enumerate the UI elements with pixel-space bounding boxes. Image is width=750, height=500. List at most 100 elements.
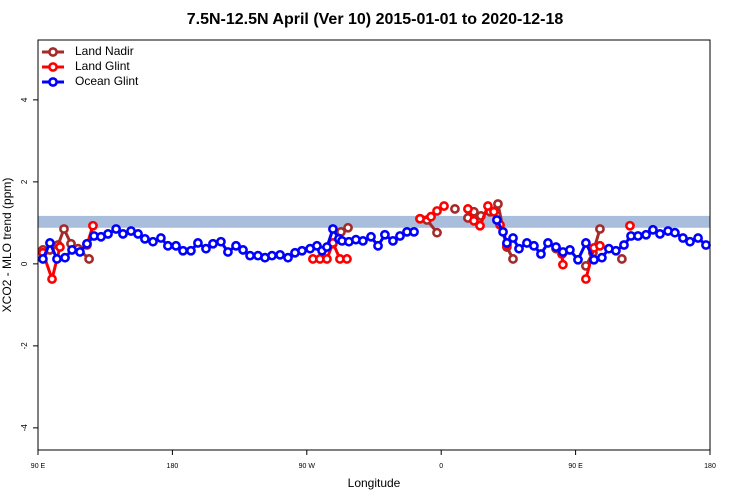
point bbox=[596, 252, 607, 263]
point bbox=[238, 245, 248, 255]
y-tick-label: -2 bbox=[20, 342, 29, 350]
point bbox=[469, 215, 479, 226]
point bbox=[193, 238, 203, 248]
point bbox=[55, 242, 65, 252]
legend-label: Land Nadir bbox=[75, 44, 134, 58]
point bbox=[82, 238, 92, 249]
point bbox=[655, 229, 665, 239]
point bbox=[409, 226, 419, 237]
point bbox=[543, 238, 553, 248]
point bbox=[625, 220, 635, 231]
point bbox=[52, 254, 62, 264]
point bbox=[208, 238, 218, 249]
point bbox=[565, 245, 575, 255]
legend-marker bbox=[48, 77, 58, 87]
point bbox=[103, 229, 113, 239]
x-tick-label: 180 bbox=[704, 463, 716, 470]
point bbox=[589, 254, 599, 265]
point bbox=[148, 236, 158, 247]
point bbox=[380, 229, 390, 240]
point bbox=[171, 240, 181, 251]
point bbox=[186, 245, 196, 256]
point bbox=[178, 245, 188, 256]
point bbox=[163, 240, 173, 251]
y-axis-label: XCO2 - MLO trend (ppm) bbox=[0, 178, 14, 313]
point bbox=[358, 235, 368, 246]
point bbox=[514, 243, 524, 254]
point bbox=[88, 220, 98, 231]
x-tick-label: 90 E bbox=[568, 463, 583, 470]
point bbox=[439, 201, 449, 211]
legend-marker bbox=[48, 62, 58, 72]
point bbox=[297, 245, 307, 256]
point bbox=[342, 254, 352, 264]
point bbox=[498, 226, 508, 237]
x-tick-label: 180 bbox=[167, 463, 179, 470]
point bbox=[415, 213, 425, 224]
point bbox=[450, 204, 460, 214]
point bbox=[648, 224, 658, 235]
point bbox=[322, 254, 332, 264]
point bbox=[395, 231, 405, 241]
point bbox=[328, 224, 338, 234]
point bbox=[508, 233, 518, 243]
point bbox=[373, 240, 383, 251]
point bbox=[118, 229, 128, 239]
point bbox=[38, 254, 48, 264]
point bbox=[275, 249, 285, 260]
point bbox=[366, 231, 376, 242]
point bbox=[156, 233, 166, 243]
point bbox=[492, 215, 502, 225]
point bbox=[508, 254, 518, 264]
point bbox=[536, 249, 546, 259]
x-tick-label: 90 E bbox=[31, 463, 46, 470]
point bbox=[45, 238, 55, 248]
point bbox=[611, 245, 621, 256]
point bbox=[581, 238, 591, 248]
point bbox=[463, 204, 473, 214]
legend-label: Ocean Glint bbox=[75, 74, 139, 88]
point bbox=[619, 240, 629, 250]
point bbox=[489, 206, 499, 217]
point bbox=[581, 274, 591, 284]
point bbox=[529, 240, 539, 251]
point bbox=[502, 238, 512, 248]
point bbox=[84, 254, 94, 264]
x-axis-label: Longitude bbox=[348, 476, 401, 490]
plot-frame bbox=[37, 39, 711, 451]
point bbox=[75, 247, 85, 257]
point bbox=[245, 250, 255, 261]
point bbox=[616, 254, 627, 264]
point bbox=[140, 233, 150, 244]
point bbox=[678, 233, 688, 243]
x-tick-label: 90 W bbox=[299, 463, 316, 470]
y-tick-label: 0 bbox=[20, 261, 29, 266]
point bbox=[670, 227, 680, 238]
point bbox=[432, 227, 442, 238]
x-tick-label: 0 bbox=[439, 463, 443, 470]
point bbox=[641, 229, 651, 240]
legend-label: Land Glint bbox=[75, 59, 130, 73]
point bbox=[426, 211, 436, 222]
point bbox=[47, 274, 57, 284]
point bbox=[595, 224, 605, 234]
legend-marker bbox=[48, 47, 58, 57]
point bbox=[558, 259, 568, 270]
reference-band bbox=[38, 215, 710, 228]
point bbox=[60, 252, 70, 263]
point bbox=[595, 240, 605, 251]
point bbox=[223, 247, 233, 257]
point bbox=[343, 222, 353, 233]
point bbox=[633, 231, 643, 241]
point bbox=[59, 224, 69, 234]
point bbox=[283, 252, 293, 263]
point bbox=[267, 250, 277, 261]
point bbox=[388, 235, 398, 246]
point bbox=[573, 254, 583, 265]
chart-title: 7.5N-12.5N April (Ver 10) 2015-01-01 to … bbox=[187, 11, 564, 28]
point bbox=[133, 229, 143, 239]
y-tick-label: -4 bbox=[20, 424, 29, 432]
point bbox=[475, 220, 485, 231]
point bbox=[693, 233, 703, 243]
